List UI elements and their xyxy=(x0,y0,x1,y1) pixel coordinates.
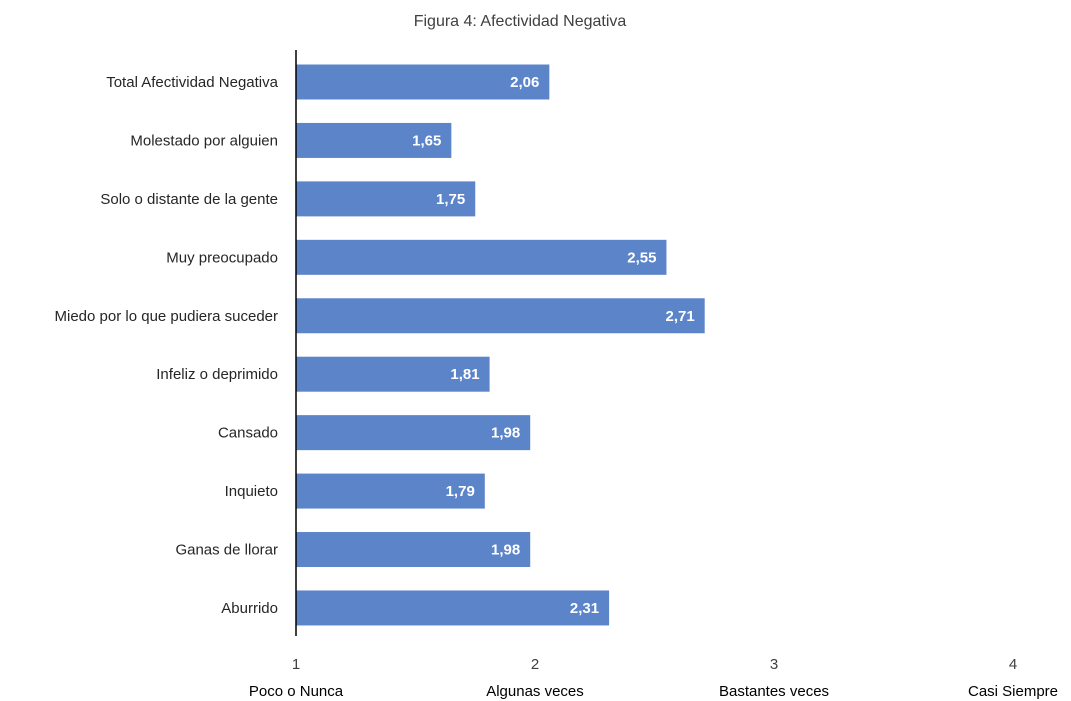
x-tick-label: 4 xyxy=(1009,656,1017,673)
data-label: 1,75 xyxy=(436,191,465,208)
bar xyxy=(296,590,610,626)
chart-title: Figura 4: Afectividad Negativa xyxy=(414,13,627,30)
category-label: Aburrido xyxy=(221,600,278,617)
data-label: 1,98 xyxy=(491,425,520,442)
bar xyxy=(296,356,490,392)
bar xyxy=(296,415,531,451)
bar xyxy=(296,298,705,334)
data-label: 2,06 xyxy=(510,74,539,91)
bar xyxy=(296,239,667,275)
x-tick-description: Casi Siempre xyxy=(968,683,1058,700)
x-tick-description: Bastantes veces xyxy=(719,683,829,700)
x-tick-description: Algunas veces xyxy=(486,683,584,700)
x-tick-label: 3 xyxy=(770,656,778,673)
category-label: Cansado xyxy=(218,425,278,442)
category-label: Total Afectividad Negativa xyxy=(106,74,278,91)
bar xyxy=(296,532,531,568)
category-label: Solo o distante de la gente xyxy=(100,191,278,208)
x-tick-description: Poco o Nunca xyxy=(249,683,344,700)
bar xyxy=(296,181,476,217)
data-label: 2,31 xyxy=(570,600,599,617)
data-label: 1,79 xyxy=(446,483,475,500)
bar xyxy=(296,473,485,509)
data-label: 1,98 xyxy=(491,542,520,559)
bars-layer: Total Afectividad Negativa 2,06 Molestado … xyxy=(55,64,705,626)
data-label: 1,81 xyxy=(450,366,479,383)
data-label: 2,71 xyxy=(665,308,694,325)
x-tick-label: 1 xyxy=(292,656,300,673)
bar xyxy=(296,122,452,158)
x-tick-label: 2 xyxy=(531,656,539,673)
category-label: Infeliz o deprimido xyxy=(156,366,278,383)
data-label: 2,55 xyxy=(627,249,656,266)
data-label: 1,65 xyxy=(412,132,441,149)
category-label: Muy preocupado xyxy=(166,249,278,266)
bar xyxy=(296,64,550,100)
x-axis-ticks: 1 Poco o Nunca 2 Algunas veces 3 Bastantes ve… xyxy=(249,656,1058,700)
category-label: Inquieto xyxy=(225,483,278,500)
category-label: Miedo por lo que pudiera suceder xyxy=(55,308,278,325)
category-label: Ganas de llorar xyxy=(175,542,278,559)
category-label: Molestado por alguien xyxy=(130,132,278,149)
